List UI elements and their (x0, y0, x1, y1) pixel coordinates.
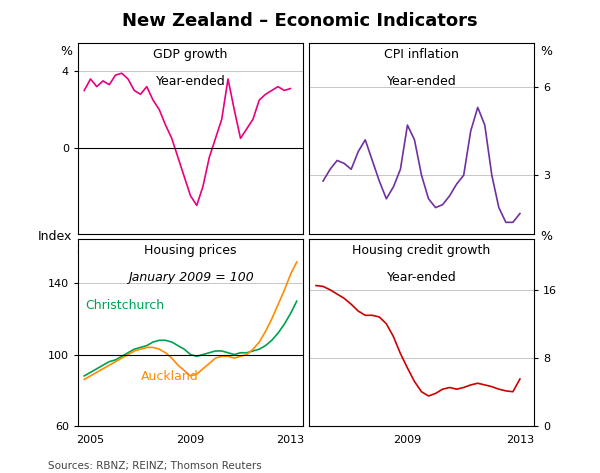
Text: Year-ended: Year-ended (386, 271, 457, 284)
Text: Housing credit growth: Housing credit growth (352, 245, 491, 257)
Text: January 2009 = 100: January 2009 = 100 (128, 271, 253, 284)
Text: Index: Index (38, 230, 72, 243)
Text: New Zealand – Economic Indicators: New Zealand – Economic Indicators (122, 12, 478, 30)
Text: Housing prices: Housing prices (144, 245, 237, 257)
Text: Christchurch: Christchurch (85, 298, 164, 312)
Text: %: % (540, 230, 552, 243)
Text: CPI inflation: CPI inflation (384, 48, 459, 61)
Text: Year-ended: Year-ended (155, 75, 226, 88)
Text: Sources: RBNZ; REINZ; Thomson Reuters: Sources: RBNZ; REINZ; Thomson Reuters (48, 461, 262, 471)
Text: %: % (60, 45, 72, 58)
Text: %: % (540, 45, 552, 58)
Text: Auckland: Auckland (141, 370, 199, 383)
Text: Year-ended: Year-ended (386, 75, 457, 88)
Text: GDP growth: GDP growth (154, 48, 227, 61)
